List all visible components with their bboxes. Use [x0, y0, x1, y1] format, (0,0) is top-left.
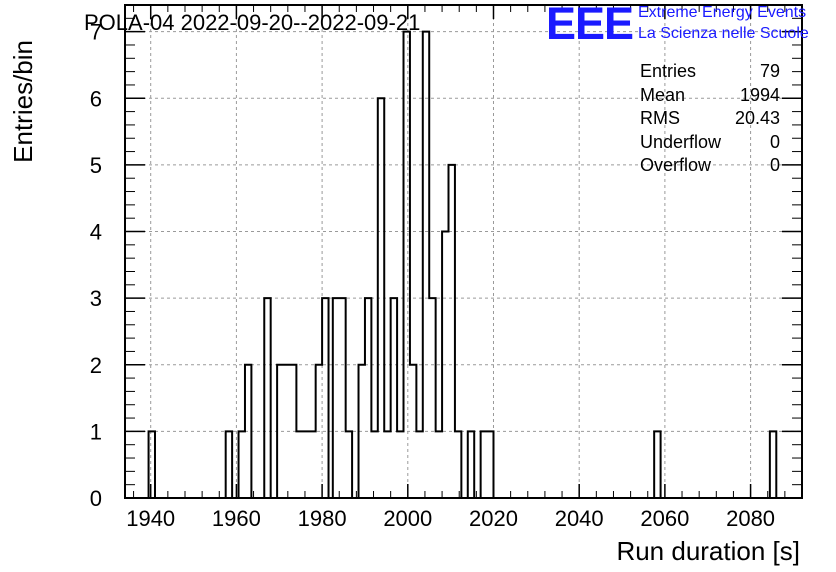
x-tick-label: 2020: [469, 506, 518, 531]
x-axis-ticks: 1940 1960 1980 2000 2020 2040 2060 2080: [126, 5, 786, 531]
stat-row-underflow: Underflow 0: [640, 131, 780, 155]
y-axis-label: Entries/bin: [8, 40, 38, 163]
histogram-line: [147, 30, 778, 498]
x-axis-label: Run duration [s]: [616, 536, 800, 566]
y-tick-label: 6: [90, 86, 102, 111]
y-tick-label: 0: [90, 486, 102, 511]
histogram-bin: [397, 431, 403, 498]
eee-logo: EEE: [546, 0, 634, 49]
histogram-bin: [371, 431, 377, 498]
y-tick-label: 3: [90, 286, 102, 311]
chart-title: POLA-04 2022-09-20--2022-09-21: [84, 10, 421, 35]
histogram-bin: [296, 431, 302, 498]
stat-row-mean: Mean 1994: [640, 84, 780, 108]
y-tick-label: 7: [90, 20, 102, 45]
stat-row-rms: RMS 20.43: [640, 107, 780, 131]
y-tick-label: 4: [90, 220, 102, 245]
histogram-bin: [303, 431, 309, 498]
stat-row-entries: Entries 79: [640, 60, 780, 84]
histogram-bin: [384, 431, 390, 498]
stat-label: Mean: [640, 84, 686, 105]
x-tick-label: 2060: [640, 506, 689, 531]
histogram-bin: [309, 431, 315, 498]
y-tick-label: 1: [90, 419, 102, 444]
stat-label: RMS: [640, 108, 680, 128]
stat-label: Underflow: [640, 131, 722, 152]
stat-row-overflow: Overflow 0: [640, 154, 780, 178]
x-tick-label: 2080: [726, 506, 775, 531]
stat-value: 1994: [739, 84, 780, 105]
x-tick-label: 1960: [212, 506, 261, 531]
y-axis-ticks: 0 1 2 3 4 5 6 7: [90, 17, 802, 511]
stats-box: Entries 79 Mean 1994 RMS 20.43 Underflow…: [640, 60, 780, 178]
stat-value: 0: [769, 155, 780, 175]
x-tick-label: 2000: [383, 506, 432, 531]
stat-label: Overflow: [640, 155, 712, 175]
x-tick-label: 1980: [298, 506, 347, 531]
logo-tagline-1: Extreme Energy Events: [638, 4, 807, 21]
grid-lines: [125, 5, 802, 498]
stat-value: 20.43: [734, 108, 780, 128]
x-tick-label: 1940: [126, 506, 175, 531]
histogram-bin: [436, 431, 442, 498]
stat-value: 0: [769, 131, 780, 152]
logo-tagline-2: La Scienza nelle Scuole: [638, 25, 809, 42]
plot-frame: [124, 4, 803, 499]
x-tick-label: 2040: [555, 506, 604, 531]
y-tick-label: 2: [90, 353, 102, 378]
stat-label: Entries: [640, 61, 697, 81]
stat-value: 79: [759, 61, 780, 81]
histogram-bin: [416, 431, 422, 498]
y-tick-label: 5: [90, 153, 102, 178]
